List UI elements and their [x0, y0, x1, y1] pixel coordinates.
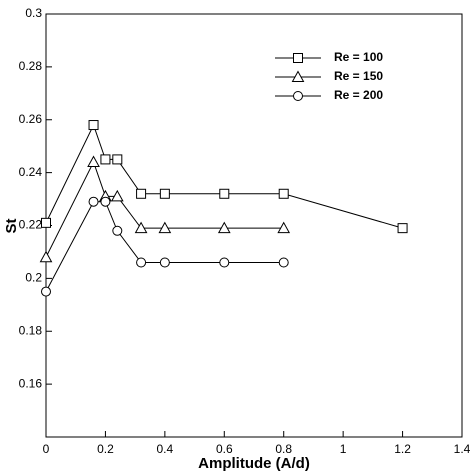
- y-tick-label: 0.18: [19, 323, 43, 337]
- data-point: [100, 196, 111, 207]
- y-tick-label: 0.2: [25, 271, 42, 285]
- data-point: [112, 154, 123, 165]
- legend-marker: [291, 70, 305, 82]
- data-point: [159, 257, 170, 268]
- y-tick-label: 0.24: [19, 165, 43, 179]
- series-line: [45, 123, 403, 229]
- legend-marker: [293, 53, 303, 63]
- x-axis-title: Amplitude (A/d): [198, 455, 310, 472]
- data-point: [88, 120, 99, 131]
- data-point: [136, 257, 147, 268]
- data-point: [219, 257, 230, 268]
- x-tick-label: 1: [340, 442, 347, 456]
- data-point: [39, 250, 53, 263]
- data-point: [278, 257, 289, 268]
- data-point: [159, 188, 170, 199]
- data-point: [219, 188, 230, 199]
- y-tick-label: 0.3: [25, 6, 42, 20]
- y-tick-label: 0.26: [19, 112, 43, 126]
- x-tick-label: 0.2: [97, 442, 114, 456]
- x-tick-label: 0.8: [275, 442, 292, 456]
- data-point: [397, 223, 408, 234]
- legend-label: Re = 150: [334, 69, 383, 83]
- legend-label: Re = 200: [334, 88, 383, 102]
- y-tick-label: 0.22: [19, 218, 43, 232]
- data-point: [87, 155, 100, 168]
- y-tick-label: 0.28: [19, 59, 43, 73]
- x-tick-label: 0.4: [157, 442, 174, 456]
- y-axis-title: St: [3, 218, 20, 233]
- x-tick-label: 0.6: [216, 442, 233, 456]
- data-point: [100, 154, 111, 165]
- x-tick-label: 1.2: [394, 442, 411, 456]
- data-point: [41, 217, 51, 228]
- data-point: [277, 221, 291, 234]
- data-point: [112, 225, 123, 236]
- data-point: [88, 196, 99, 207]
- data-point: [278, 188, 289, 199]
- data-point: [217, 221, 231, 234]
- series-line: [45, 201, 284, 292]
- data-point: [136, 188, 147, 199]
- data-point: [158, 221, 172, 234]
- x-tick-label: 1.4: [454, 442, 471, 456]
- x-tick-label: 0: [43, 442, 50, 456]
- data-point: [134, 221, 148, 234]
- data-point: [110, 189, 124, 202]
- data-point: [41, 286, 51, 297]
- legend-marker: [293, 91, 303, 101]
- y-tick-label: 0.16: [19, 376, 43, 390]
- series-line: [45, 160, 284, 258]
- legend-label: Re = 100: [334, 50, 383, 64]
